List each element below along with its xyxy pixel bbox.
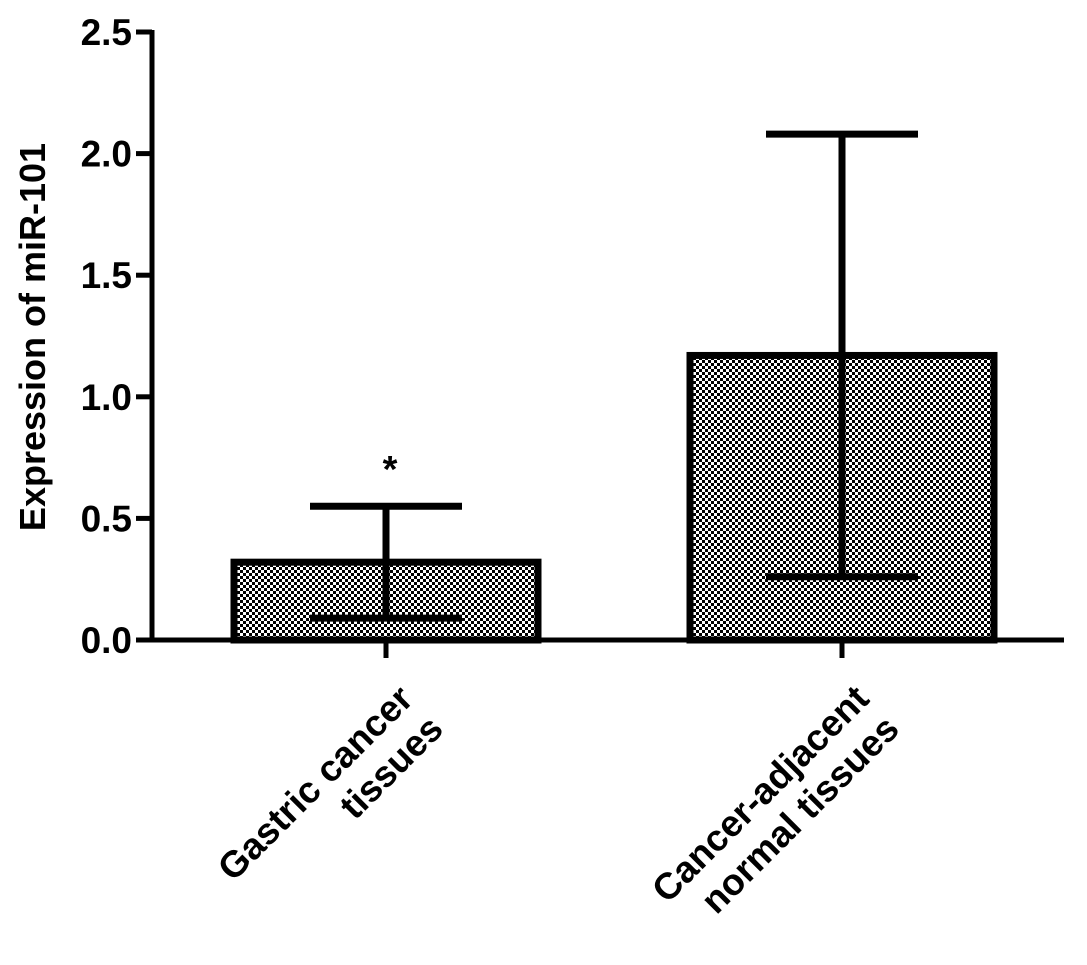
- significance-marker: *: [383, 449, 398, 491]
- y-tick-label: 1.5: [81, 255, 132, 296]
- y-tick-label: 0.5: [81, 498, 132, 539]
- significance-group: *: [383, 449, 398, 491]
- y-axis-label: Expression of miR-101: [12, 143, 53, 531]
- x-tick-label: Gastric cancertissues: [210, 678, 451, 919]
- x-tick-label: Cancer-adjacentnormal tissues: [644, 678, 907, 941]
- y-tick-label: 1.0: [81, 377, 132, 418]
- error-bars-group: [310, 130, 918, 622]
- y-ticks-group: 0.0 0.5 1.0 1.5 2.0 2.5: [81, 12, 152, 661]
- x-ticks-group: Gastric cancertissues Cancer-adjacentnorm…: [210, 640, 907, 941]
- bars-group: [230, 351, 998, 644]
- y-tick-label: 2.5: [81, 12, 132, 53]
- y-tick-label: 0.0: [81, 620, 132, 661]
- y-tick-label: 2.0: [81, 134, 132, 175]
